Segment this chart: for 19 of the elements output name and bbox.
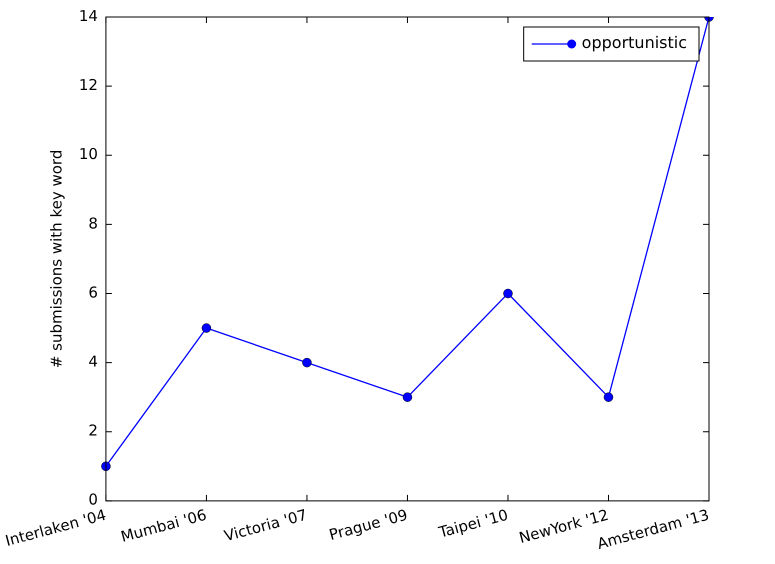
y-tick-label: 14 [78, 6, 98, 25]
y-tick-label: 12 [78, 76, 98, 94]
y-axis-title: # submissions with key word [48, 150, 66, 368]
y-tick-label: 0 [88, 490, 98, 509]
y-tick-label: 6 [88, 283, 98, 302]
point [402, 392, 412, 402]
y-tick-label: 10 [78, 145, 98, 164]
x-tick-label: Mumbai '06 [118, 506, 208, 546]
y-tick-label: 4 [88, 352, 98, 370]
x-tick-label: Taipei '10 [436, 506, 510, 542]
y-tick-label: 2 [88, 422, 98, 440]
point [302, 358, 312, 368]
x-tick-label: Prague '09 [327, 506, 410, 544]
y-tick-label: 8 [88, 214, 98, 232]
point [503, 288, 513, 298]
point [604, 392, 614, 402]
x-tick-label: Victoria '07 [222, 506, 309, 546]
legend-label: opportunistic [582, 33, 688, 52]
point [202, 323, 212, 333]
